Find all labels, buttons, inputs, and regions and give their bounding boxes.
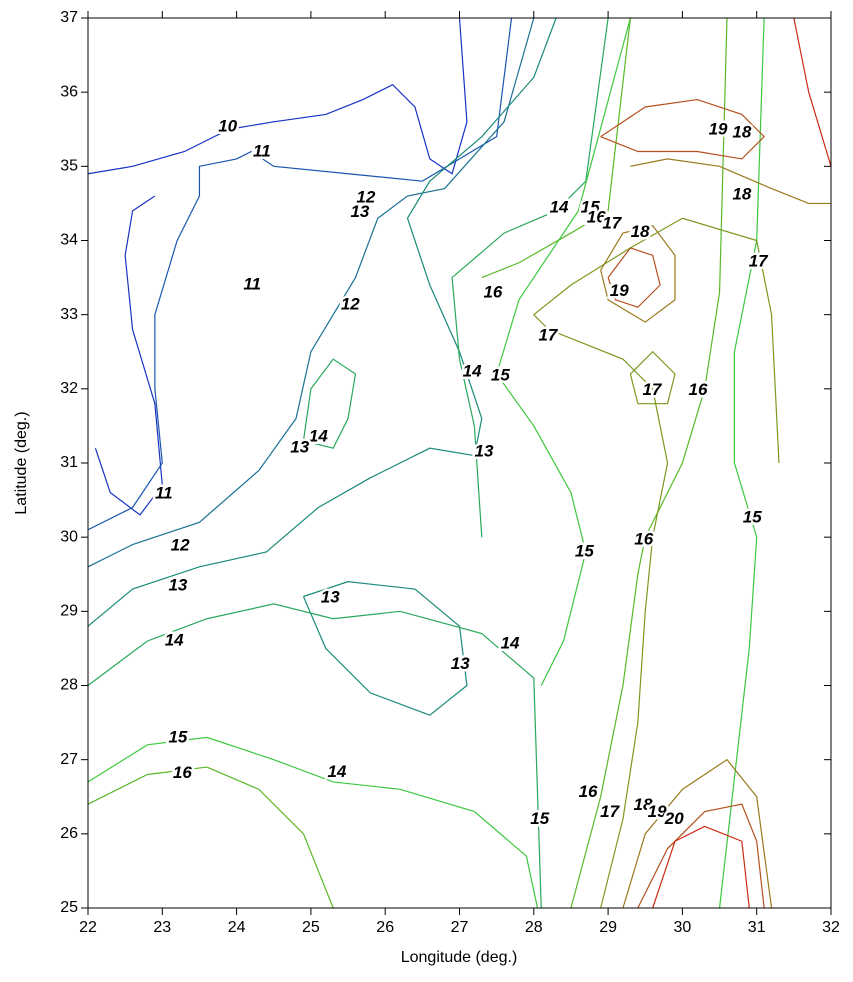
contour-label: 14 — [550, 197, 569, 216]
y-tick-label: 26 — [60, 825, 78, 842]
x-tick-label: 30 — [674, 919, 692, 936]
contour-line — [622, 758, 773, 909]
contour-label: 14 — [501, 633, 520, 652]
contour-line — [793, 17, 832, 167]
y-tick-label: 32 — [60, 380, 78, 397]
contour-label: 17 — [538, 326, 558, 345]
contour-line — [532, 217, 780, 909]
contour-line — [600, 224, 676, 323]
x-tick-label: 22 — [79, 919, 97, 936]
contour-label: 11 — [243, 274, 261, 293]
x-tick-label: 26 — [376, 919, 394, 936]
contour-line — [495, 17, 631, 686]
x-tick-label: 24 — [228, 919, 246, 936]
contour-label: 16 — [689, 380, 708, 399]
contour-label: 13 — [451, 654, 470, 673]
contour-line — [87, 17, 557, 627]
contour-label: 18 — [634, 795, 653, 814]
y-axis-title: Latitude (deg.) — [13, 411, 30, 514]
contour-label: 15 — [168, 728, 187, 747]
contour-line — [481, 17, 631, 279]
y-tick-label: 28 — [60, 677, 78, 694]
contour-label: 14 — [463, 361, 482, 380]
contour-label: 13 — [475, 441, 494, 460]
y-tick-label: 31 — [60, 454, 78, 471]
y-tick-label: 27 — [60, 751, 78, 768]
contour-label: 13 — [350, 202, 369, 221]
contour-line — [600, 98, 765, 160]
contour-label: 18 — [732, 122, 751, 141]
y-tick-label: 35 — [60, 158, 78, 175]
contour-label: 17 — [642, 380, 662, 399]
contour-label: 14 — [165, 630, 184, 649]
contour-label: 16 — [483, 283, 502, 302]
contour-label: 19 — [648, 802, 667, 821]
contour-line — [87, 736, 539, 909]
contour-label: 20 — [664, 809, 684, 828]
y-tick-label: 30 — [60, 528, 78, 545]
x-tick-label: 23 — [153, 919, 171, 936]
contour-label: 17 — [602, 214, 622, 233]
contour-label: 15 — [491, 366, 510, 385]
contour-label: 19 — [610, 281, 629, 300]
y-tick-label: 34 — [60, 232, 78, 249]
contour-line — [607, 247, 661, 308]
x-tick-label: 28 — [525, 919, 543, 936]
contour-label: 17 — [749, 251, 769, 270]
contour-label: 13 — [168, 576, 187, 595]
contour-label: 17 — [600, 802, 620, 821]
contour-label: 15 — [575, 541, 594, 560]
contour-label: 11 — [253, 142, 271, 161]
contour-label: 11 — [155, 484, 173, 503]
contour-label: 16 — [634, 530, 653, 549]
y-tick-label: 29 — [60, 603, 78, 620]
x-tick-label: 29 — [599, 919, 617, 936]
x-tick-label: 32 — [822, 919, 840, 936]
contour-label: 18 — [631, 222, 650, 241]
contour-label: 16 — [587, 208, 606, 227]
contour-line — [652, 825, 750, 909]
y-tick-label: 37 — [60, 9, 78, 26]
contour-line — [629, 350, 676, 405]
contour-line — [302, 358, 357, 449]
contour-label: 14 — [327, 762, 346, 781]
x-tick-label: 27 — [451, 919, 469, 936]
y-tick-label: 33 — [60, 306, 78, 323]
contour-line — [87, 17, 513, 531]
contour-label: 15 — [581, 197, 600, 216]
x-tick-label: 31 — [748, 919, 766, 936]
contour-label: 13 — [321, 587, 340, 606]
contour-line — [94, 195, 163, 516]
contour-label: 19 — [709, 119, 728, 138]
contour-line — [302, 581, 468, 716]
x-tick-label: 25 — [302, 919, 320, 936]
contour-line — [87, 17, 535, 568]
contour-label: 16 — [579, 782, 598, 801]
contour-line — [87, 603, 542, 909]
contour-label: 12 — [171, 536, 190, 555]
contour-line — [570, 17, 728, 909]
contour-line — [637, 803, 765, 909]
contour-label: 10 — [218, 117, 237, 136]
y-tick-label: 36 — [60, 83, 78, 100]
contour-label: 16 — [173, 763, 192, 782]
contour-label: 14 — [309, 427, 328, 446]
contour-line — [87, 766, 334, 909]
contour-label: 12 — [341, 295, 360, 314]
x-axis-title: Longitude (deg.) — [401, 949, 518, 966]
contour-line — [87, 17, 468, 175]
y-tick-label: 25 — [60, 899, 78, 916]
contour-line — [451, 17, 609, 538]
contour-label: 15 — [743, 507, 762, 526]
contour-label: 12 — [356, 188, 375, 207]
contour-label: 15 — [530, 809, 549, 828]
contour-label: 13 — [290, 438, 309, 457]
contour-line — [630, 158, 831, 205]
contour-label: 18 — [732, 185, 751, 204]
contour-line — [718, 17, 765, 909]
plot-frame — [87, 17, 832, 909]
